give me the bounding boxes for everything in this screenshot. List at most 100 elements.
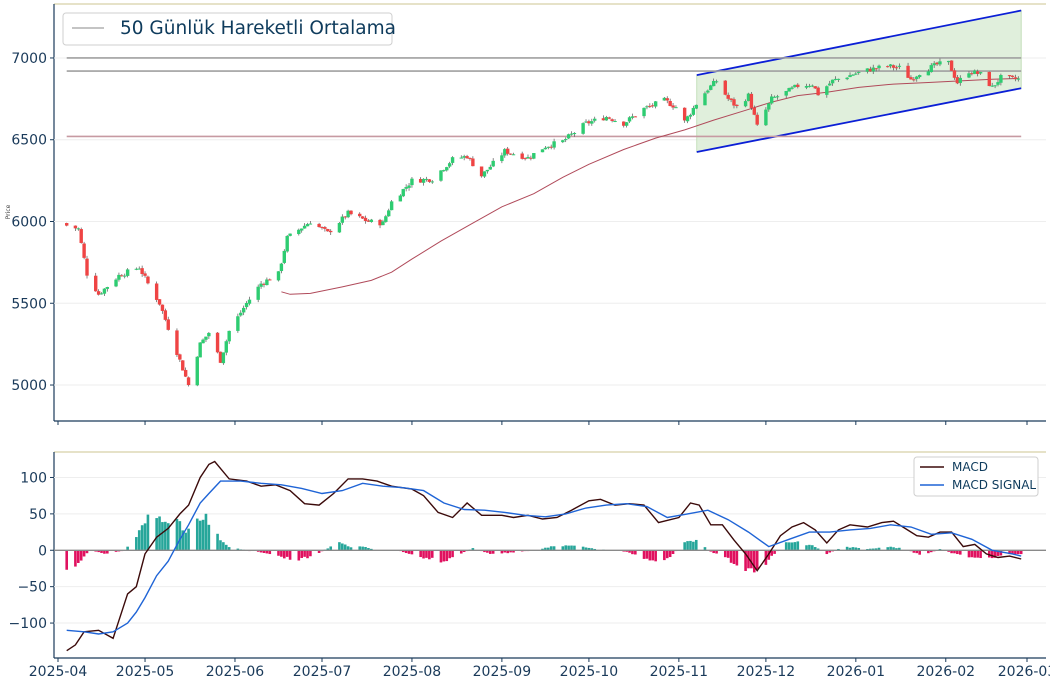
candle-down xyxy=(468,157,472,159)
candle-down xyxy=(729,98,733,100)
candle-up xyxy=(653,101,658,107)
candle-up xyxy=(993,85,997,87)
candle-down xyxy=(732,99,736,106)
candle-up xyxy=(285,236,289,252)
price-y-tick-label: 6000 xyxy=(11,214,47,230)
histogram-bar-positive xyxy=(227,547,231,551)
histogram-bar-positive xyxy=(204,513,208,551)
histogram-bar-positive xyxy=(338,542,341,551)
candle-up xyxy=(279,263,284,272)
histogram-bar-positive xyxy=(587,547,591,551)
macd-y-tick-label: 0 xyxy=(38,543,47,559)
candle-down xyxy=(79,229,83,243)
candle-down xyxy=(1010,75,1015,77)
histogram-bar-negative xyxy=(970,550,974,558)
candle-up xyxy=(407,185,411,188)
histogram-bar-positive xyxy=(892,547,895,551)
candles xyxy=(65,58,1020,387)
candle-up xyxy=(442,170,446,172)
histogram-bar-negative xyxy=(300,550,304,558)
candle-down xyxy=(317,223,321,228)
candle-down xyxy=(529,157,533,159)
candle-up xyxy=(430,181,434,183)
histogram-bar-negative xyxy=(770,550,773,556)
candle-down xyxy=(549,146,553,148)
x-tick-label: 2025-04 xyxy=(29,664,88,680)
macd-y-tick-label: −50 xyxy=(17,580,47,596)
price-y-tick-label: 6500 xyxy=(11,133,47,149)
histogram-bar-positive xyxy=(889,546,892,551)
candle-down xyxy=(868,68,873,72)
candle-down xyxy=(160,304,165,311)
candle-up xyxy=(926,71,931,76)
candle-up xyxy=(511,154,516,156)
histogram-bar-negative xyxy=(256,550,260,552)
histogram-bar-negative xyxy=(288,550,292,560)
histogram-bar-negative xyxy=(114,550,118,552)
candle-down xyxy=(82,243,86,258)
candle-up xyxy=(99,293,104,295)
candle-down xyxy=(427,179,432,182)
moving-average xyxy=(281,77,1019,295)
histogram-bar-positive xyxy=(871,548,875,551)
price-legend: 50 Günlük Hareketli Ortalama xyxy=(62,12,396,46)
histogram-bar-positive xyxy=(207,524,211,551)
histogram-bar-negative xyxy=(100,550,103,553)
candle-up xyxy=(743,101,748,107)
candle-down xyxy=(360,216,365,219)
histogram-bar-positive xyxy=(573,545,576,551)
histogram-bar-negative xyxy=(483,550,486,553)
channel-lower-line xyxy=(696,87,1022,153)
price-x-ticks xyxy=(57,421,1028,425)
histogram-bar-negative xyxy=(85,550,89,554)
candle-down xyxy=(479,166,484,177)
histogram-bar-negative xyxy=(285,550,289,557)
candle-up xyxy=(642,107,646,117)
histogram-bar-negative xyxy=(825,550,829,555)
candle-up xyxy=(540,149,545,153)
candle-up xyxy=(488,166,492,170)
candle-up xyxy=(256,286,260,300)
candle-down xyxy=(120,275,124,277)
histogram-bar-positive xyxy=(790,542,794,551)
x-tick-label: 2025-12 xyxy=(737,664,796,680)
histogram-bar-positive xyxy=(164,521,167,551)
x-tick-label: 2026-01 xyxy=(827,664,886,680)
histogram-bar-positive xyxy=(326,548,330,551)
candle-up xyxy=(694,104,698,109)
candle-down xyxy=(143,273,147,276)
histogram-bar-negative xyxy=(407,550,411,554)
histogram-bar-negative xyxy=(990,550,994,559)
histogram-bar-positive xyxy=(886,547,890,551)
histogram-bar-negative xyxy=(715,550,718,554)
candle-up xyxy=(784,91,788,96)
candle-up xyxy=(973,70,977,74)
histogram-bar-negative xyxy=(317,550,321,553)
candle-up xyxy=(706,90,710,93)
candle-up xyxy=(845,77,849,80)
macd-histogram xyxy=(65,513,1023,573)
candle-up xyxy=(552,141,556,148)
candle-down xyxy=(378,219,382,226)
histogram-bar-negative xyxy=(79,550,83,561)
x-tick-label: 2026-02 xyxy=(917,664,976,680)
candle-up xyxy=(662,97,667,101)
candle-up xyxy=(917,75,922,78)
candle-down xyxy=(671,105,675,108)
candle-down xyxy=(471,158,475,167)
candle-up xyxy=(241,307,246,313)
candle-up xyxy=(337,222,342,233)
histogram-bar-negative xyxy=(306,550,309,559)
candle-up xyxy=(590,121,594,124)
histogram-bar-positive xyxy=(570,545,573,551)
histogram-bar-negative xyxy=(1008,550,1011,555)
histogram-bar-negative xyxy=(1016,550,1020,555)
candle-down xyxy=(975,71,980,74)
histogram-bar-negative xyxy=(996,550,1000,556)
histogram-bar-negative xyxy=(648,550,652,561)
candle-up xyxy=(807,85,812,87)
candle-down xyxy=(366,220,371,222)
histogram-bar-negative xyxy=(448,550,451,559)
candle-down xyxy=(909,77,913,80)
